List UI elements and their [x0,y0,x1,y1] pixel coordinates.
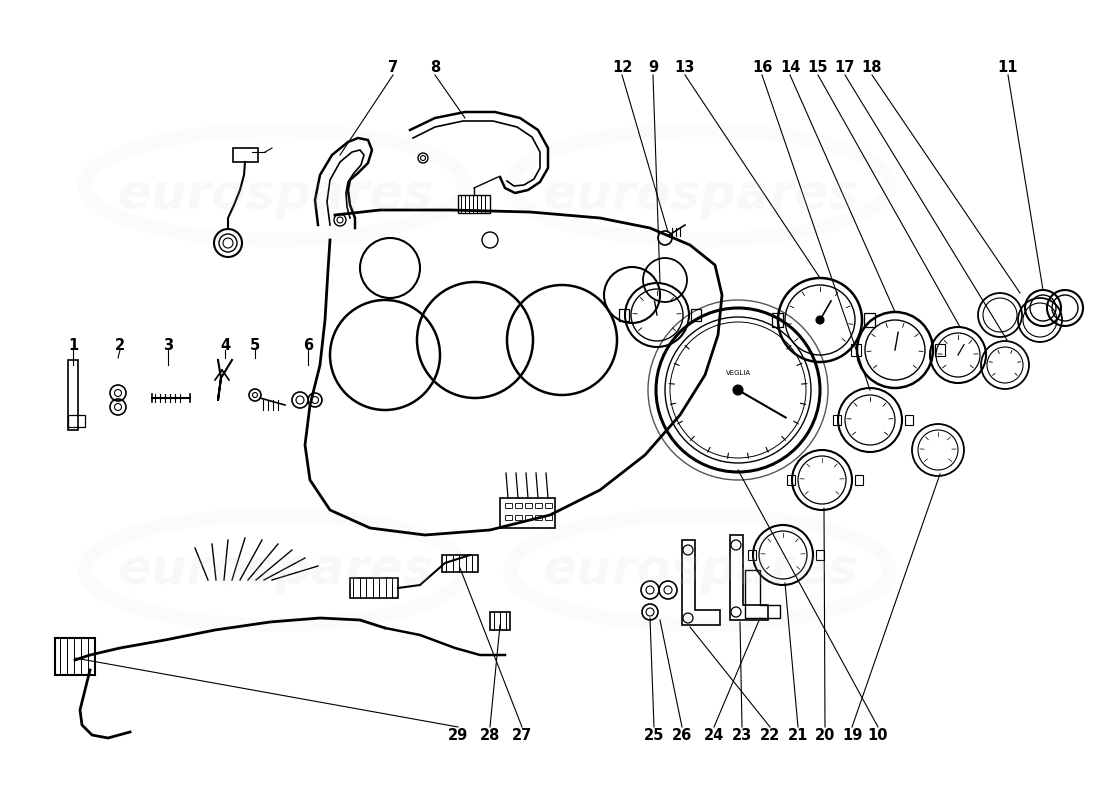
Text: 7: 7 [388,59,398,74]
Text: 23: 23 [732,727,752,742]
Text: 17: 17 [835,59,855,74]
Text: 12: 12 [612,59,632,74]
Circle shape [816,316,824,324]
Text: eurospares: eurospares [542,546,858,594]
Text: 28: 28 [480,727,501,742]
Text: 26: 26 [672,727,692,742]
Text: eurospares: eurospares [117,546,433,594]
Text: 18: 18 [861,59,882,74]
Text: 1: 1 [68,338,78,353]
Text: 29: 29 [448,727,469,742]
Text: 24: 24 [704,727,724,742]
Text: 3: 3 [163,338,173,353]
Circle shape [733,385,742,395]
Text: 13: 13 [674,59,695,74]
Text: 9: 9 [648,59,658,74]
Text: 4: 4 [220,338,230,353]
Text: 2: 2 [114,338,125,353]
Text: 22: 22 [760,727,780,742]
Text: 14: 14 [780,59,800,74]
Text: 6: 6 [302,338,313,353]
Text: 16: 16 [751,59,772,74]
Text: 27: 27 [512,727,532,742]
Text: 8: 8 [430,59,440,74]
Text: 15: 15 [807,59,828,74]
Text: 11: 11 [998,59,1019,74]
Text: 21: 21 [788,727,808,742]
Text: 19: 19 [842,727,862,742]
Text: 5: 5 [250,338,260,353]
Text: 25: 25 [644,727,664,742]
Text: 20: 20 [815,727,835,742]
Text: VEGLIA: VEGLIA [725,370,750,376]
Text: eurospares: eurospares [117,171,433,219]
Text: 10: 10 [868,727,889,742]
Text: eurospares: eurospares [542,171,858,219]
